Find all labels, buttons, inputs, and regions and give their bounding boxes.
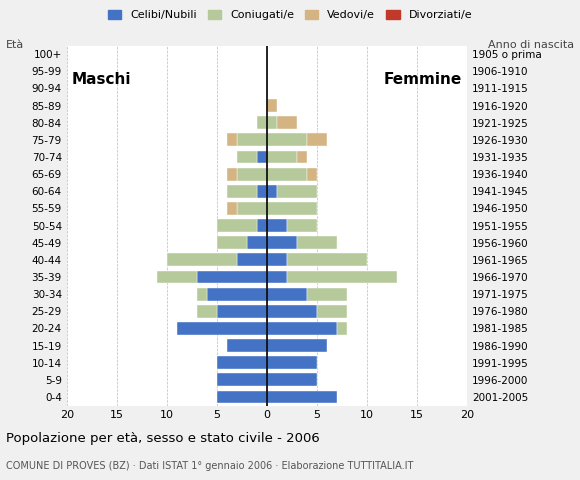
Bar [227,185,257,198]
Bar [197,288,207,300]
Bar [257,185,267,198]
Bar [237,151,257,164]
Text: Femmine: Femmine [383,72,462,87]
Text: Anno di nascita: Anno di nascita [488,40,574,50]
Bar [307,168,317,180]
Bar [217,305,267,318]
Bar [267,133,307,146]
Bar [237,168,267,180]
Bar [267,236,297,249]
Text: Maschi: Maschi [72,72,131,87]
Bar [197,305,217,318]
Bar [257,116,267,129]
Bar [237,133,267,146]
Bar [237,253,267,266]
Bar [237,202,267,215]
Bar [217,356,267,369]
Bar [267,99,277,112]
Bar [287,219,317,232]
Bar [227,339,267,352]
Bar [317,305,347,318]
Bar [307,288,347,300]
Bar [267,185,277,198]
Bar [267,271,287,284]
Bar [267,253,287,266]
Bar [267,168,307,180]
Bar [267,305,317,318]
Bar [267,322,337,335]
Bar [337,322,347,335]
Bar [267,202,317,215]
Bar [197,271,267,284]
Bar [217,219,257,232]
Legend: Celibi/Nubili, Coniugati/e, Vedovi/e, Divorziati/e: Celibi/Nubili, Coniugati/e, Vedovi/e, Di… [103,6,477,25]
Bar [227,168,237,180]
Bar [167,253,237,266]
Bar [217,373,267,386]
Bar [297,151,307,164]
Bar [277,116,297,129]
Bar [297,236,337,249]
Bar [287,253,367,266]
Bar [267,373,317,386]
Bar [267,391,337,404]
Bar [277,185,317,198]
Bar [177,322,267,335]
Bar [257,219,267,232]
Bar [307,133,327,146]
Text: Popolazione per età, sesso e stato civile - 2006: Popolazione per età, sesso e stato civil… [6,432,320,445]
Bar [287,271,397,284]
Text: COMUNE DI PROVES (BZ) · Dati ISTAT 1° gennaio 2006 · Elaborazione TUTTITALIA.IT: COMUNE DI PROVES (BZ) · Dati ISTAT 1° ge… [6,461,413,471]
Bar [157,271,197,284]
Bar [227,133,237,146]
Bar [267,116,277,129]
Bar [267,356,317,369]
Bar [227,202,237,215]
Bar [207,288,267,300]
Bar [267,219,287,232]
Bar [267,339,327,352]
Bar [267,151,297,164]
Text: Età: Età [6,40,24,50]
Bar [217,236,247,249]
Bar [247,236,267,249]
Bar [267,288,307,300]
Bar [257,151,267,164]
Bar [217,391,267,404]
